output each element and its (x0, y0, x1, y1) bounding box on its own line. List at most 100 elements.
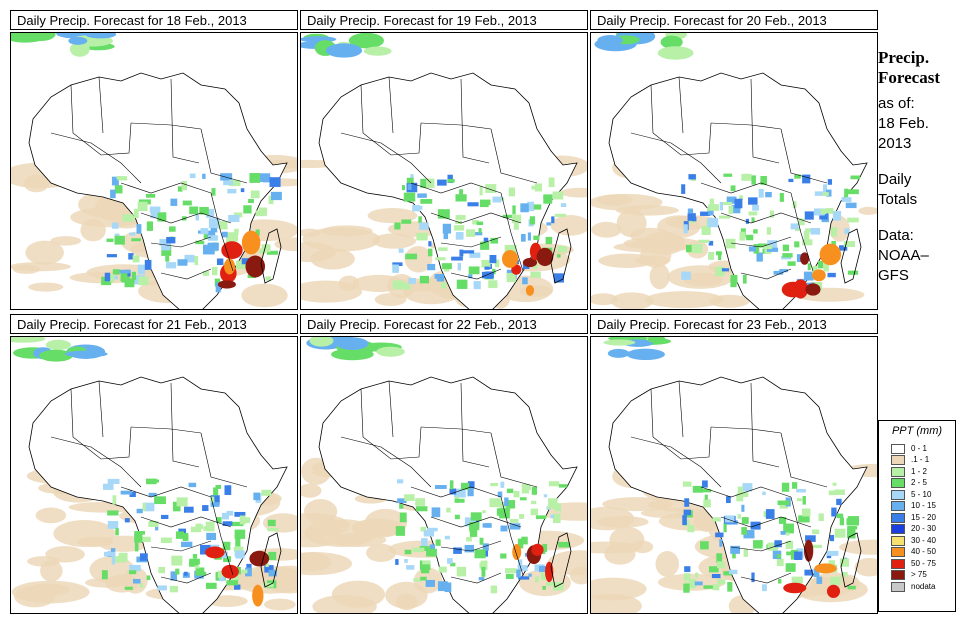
rain-cell (548, 177, 555, 188)
rain-cell (215, 485, 222, 489)
rain-cell (753, 244, 760, 254)
legend-swatch (891, 570, 905, 581)
rain-cell (467, 487, 474, 497)
rain-cell (137, 201, 148, 212)
light-rain-area (404, 245, 433, 273)
rain-cell (777, 554, 781, 559)
legend-label: 40 - 50 (911, 547, 936, 557)
rain-cell (110, 548, 116, 556)
rain-cell (766, 247, 779, 252)
rain-cell (805, 228, 812, 233)
legend-item: .1 - 1 (891, 455, 955, 467)
rain-cell (522, 263, 530, 270)
data-source-2: GFS (878, 267, 909, 284)
rain-cell (255, 210, 266, 217)
rain-cell (413, 578, 422, 582)
rain-cell (778, 579, 782, 584)
rain-cell (847, 526, 858, 530)
rain-cell (513, 490, 520, 498)
rain-cell (455, 232, 464, 240)
rain-cell (192, 554, 198, 559)
rain-cell (752, 204, 760, 211)
rain-cell (804, 211, 814, 220)
rain-cell (527, 201, 535, 212)
light-rain-area (263, 598, 296, 611)
rain-cell (406, 177, 414, 184)
madagascar-outline (550, 228, 572, 284)
country-border (210, 496, 234, 576)
totals-label: Totals (878, 191, 918, 208)
rain-cell (188, 482, 197, 488)
rain-cell (796, 498, 803, 502)
legend-item: 5 - 10 (891, 489, 955, 501)
rain-cell (756, 252, 763, 262)
rain-cell (464, 517, 476, 527)
asof-date: 18 Feb. (878, 115, 929, 132)
rain-cell (748, 197, 758, 205)
rain-cell (437, 581, 448, 592)
rain-cell (704, 494, 708, 500)
rain-cell (479, 199, 491, 205)
rain-cell (464, 544, 475, 553)
rain-cell (779, 192, 784, 202)
rain-cell (804, 569, 813, 576)
light-rain-area (301, 483, 322, 498)
rain-cell (554, 503, 562, 512)
rain-cell (811, 544, 823, 549)
rain-cell (535, 576, 539, 583)
rain-cell (530, 508, 539, 516)
rain-cell (423, 529, 435, 537)
light-rain-area (53, 520, 116, 548)
rain-cell (415, 498, 426, 506)
rain-cell (485, 184, 497, 193)
rain-cell (451, 256, 463, 261)
rain-cell (505, 568, 517, 574)
light-rain-area (610, 292, 654, 309)
rain-cell (728, 205, 734, 214)
rain-cell (459, 189, 464, 195)
rain-cell (753, 540, 763, 549)
rain-cell (112, 495, 117, 505)
rain-cell (456, 279, 468, 289)
precip-map (590, 32, 878, 310)
rain-cell (702, 480, 708, 488)
rain-cell (730, 545, 740, 554)
rain-area (647, 337, 666, 344)
rain-cell (820, 209, 827, 215)
rain-cell (807, 263, 811, 271)
asof-year: 2013 (878, 135, 912, 152)
rain-cell (182, 533, 189, 541)
rain-cell (823, 184, 827, 192)
rain-cell (684, 566, 691, 572)
rain-cell (745, 218, 749, 224)
rain-cell (786, 532, 790, 536)
rain-cell (490, 482, 499, 487)
rain-cell (719, 539, 723, 547)
country-border (500, 192, 524, 272)
rain-cell (742, 274, 747, 284)
legend-item: nodata (891, 581, 955, 593)
rain-cell (743, 548, 748, 557)
rain-cell (470, 512, 482, 521)
rain-cell (479, 537, 484, 545)
rain-cell (827, 179, 833, 185)
rain-cell (545, 236, 553, 245)
rain-cell (205, 582, 217, 589)
rain-area (39, 349, 73, 362)
rain-cell (687, 525, 695, 533)
country-border (730, 236, 792, 248)
rain-cell (453, 225, 465, 231)
rain-cell (726, 496, 731, 504)
rain-area (11, 337, 46, 343)
heavy-rain-core (814, 563, 837, 574)
rain-cell (131, 271, 137, 280)
rain-cell (449, 488, 457, 495)
legend-label: 5 - 10 (911, 489, 932, 499)
rain-cell (404, 558, 408, 563)
country-border (130, 426, 202, 434)
rain-cell (166, 262, 177, 269)
rain-cell (803, 271, 814, 281)
rain-cell (172, 501, 181, 512)
rain-cell (133, 208, 139, 219)
light-rain-area (631, 540, 654, 554)
